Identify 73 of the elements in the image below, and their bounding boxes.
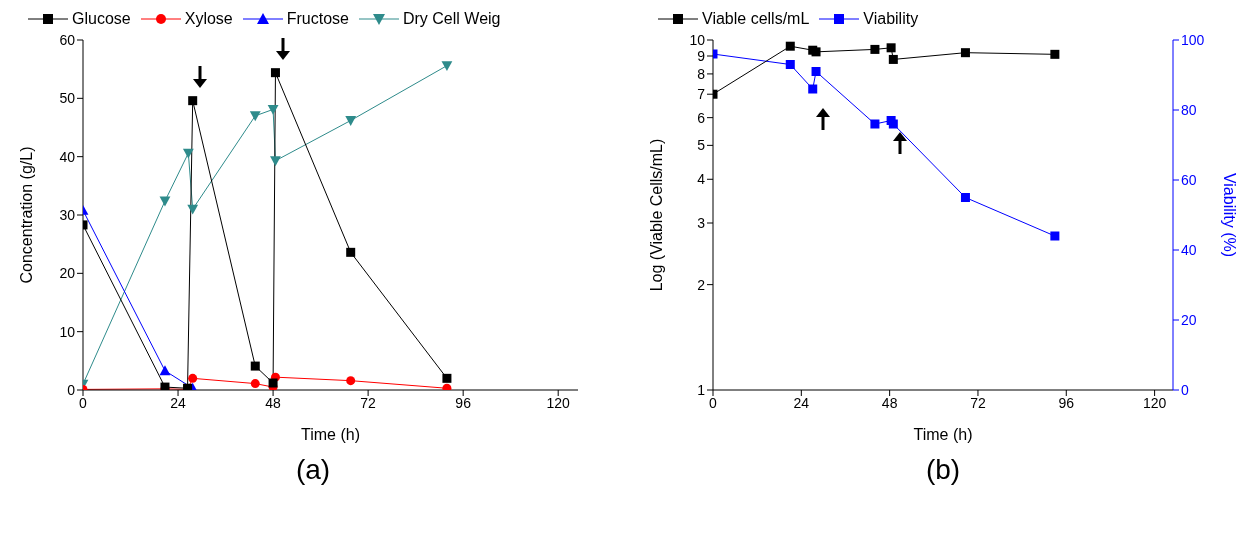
x-tick-label: 48 [881, 394, 898, 411]
y2-tick-label: 40 [1181, 241, 1197, 258]
x-tick-label: 24 [793, 394, 810, 411]
x-tick-label: 0 [79, 394, 88, 411]
y-tick-label: 30 [59, 206, 76, 223]
y-tick-label: 60 [59, 31, 76, 48]
y-tick-label: 10 [59, 323, 76, 340]
y-tick-label: 8 [697, 65, 706, 82]
x-tick-label: 96 [455, 394, 472, 411]
x-tick-label: 72 [970, 394, 986, 411]
y-tick-label: 20 [59, 265, 76, 282]
point [250, 361, 260, 371]
x-tick-label: 0 [709, 394, 718, 411]
y2-tick-label: 60 [1181, 171, 1197, 188]
point [249, 111, 261, 122]
y-tick-label: 5 [697, 137, 706, 154]
y-tick-label: 50 [59, 90, 76, 107]
point [188, 373, 198, 383]
point [785, 41, 795, 51]
point [159, 196, 171, 207]
legend-label: Xylose [184, 10, 233, 28]
y-tick-label: 4 [697, 171, 706, 188]
point [182, 148, 194, 159]
y-tick-label: 7 [697, 86, 706, 103]
y-tick-label: 1 [697, 381, 706, 398]
legend-label: Viability [863, 10, 919, 28]
point [870, 44, 880, 54]
y-tick-label: 0 [67, 381, 76, 398]
point [888, 54, 898, 64]
y2-tick-label: 100 [1181, 31, 1205, 48]
point [442, 383, 452, 390]
point [250, 379, 260, 389]
x-axis-title: Time (h) [301, 426, 360, 443]
x-tick-label: 48 [265, 394, 282, 411]
legend-label: Glucose [72, 10, 131, 28]
legend-label: Viable cells/mL [702, 10, 810, 28]
point [886, 43, 896, 53]
y2-axis-title: Viability (%) [1221, 172, 1239, 258]
x-tick-label: 120 [546, 394, 571, 411]
x-tick-label: 24 [170, 394, 187, 411]
x-tick-label: 72 [360, 394, 377, 411]
legend-label: Fructose [286, 10, 349, 28]
point [159, 365, 171, 376]
point [267, 104, 279, 115]
point [187, 204, 199, 215]
y2-tick-label: 0 [1181, 381, 1189, 398]
y-tick-label: 3 [697, 214, 706, 231]
point [270, 156, 281, 167]
y-tick-label: 2 [697, 276, 706, 293]
x-tick-label: 120 [1142, 394, 1167, 411]
y2-tick-label: 80 [1181, 101, 1197, 118]
y-axis-title: Log (Viable Cells/mL) [647, 138, 665, 292]
point [346, 247, 356, 257]
y-tick-label: 10 [689, 31, 706, 48]
x-tick-label: 96 [1058, 394, 1075, 411]
point [1050, 49, 1060, 59]
point [188, 96, 198, 106]
y-tick-label: 6 [697, 109, 706, 126]
point [960, 48, 970, 58]
point [270, 68, 280, 78]
point [345, 116, 357, 126]
y-tick-label: 9 [697, 47, 706, 64]
point [441, 61, 453, 72]
legend-label: Dry Cell Weig [402, 10, 501, 28]
text: (b) [925, 454, 961, 486]
y-axis-title: Concentration (g/L) [17, 146, 35, 284]
point [346, 376, 356, 386]
point [442, 373, 452, 383]
x-axis-title: Time (h) [913, 426, 973, 443]
y2-tick-label: 20 [1181, 311, 1197, 328]
text: (a) [295, 454, 331, 486]
y-tick-label: 40 [59, 148, 76, 165]
point [268, 378, 278, 388]
